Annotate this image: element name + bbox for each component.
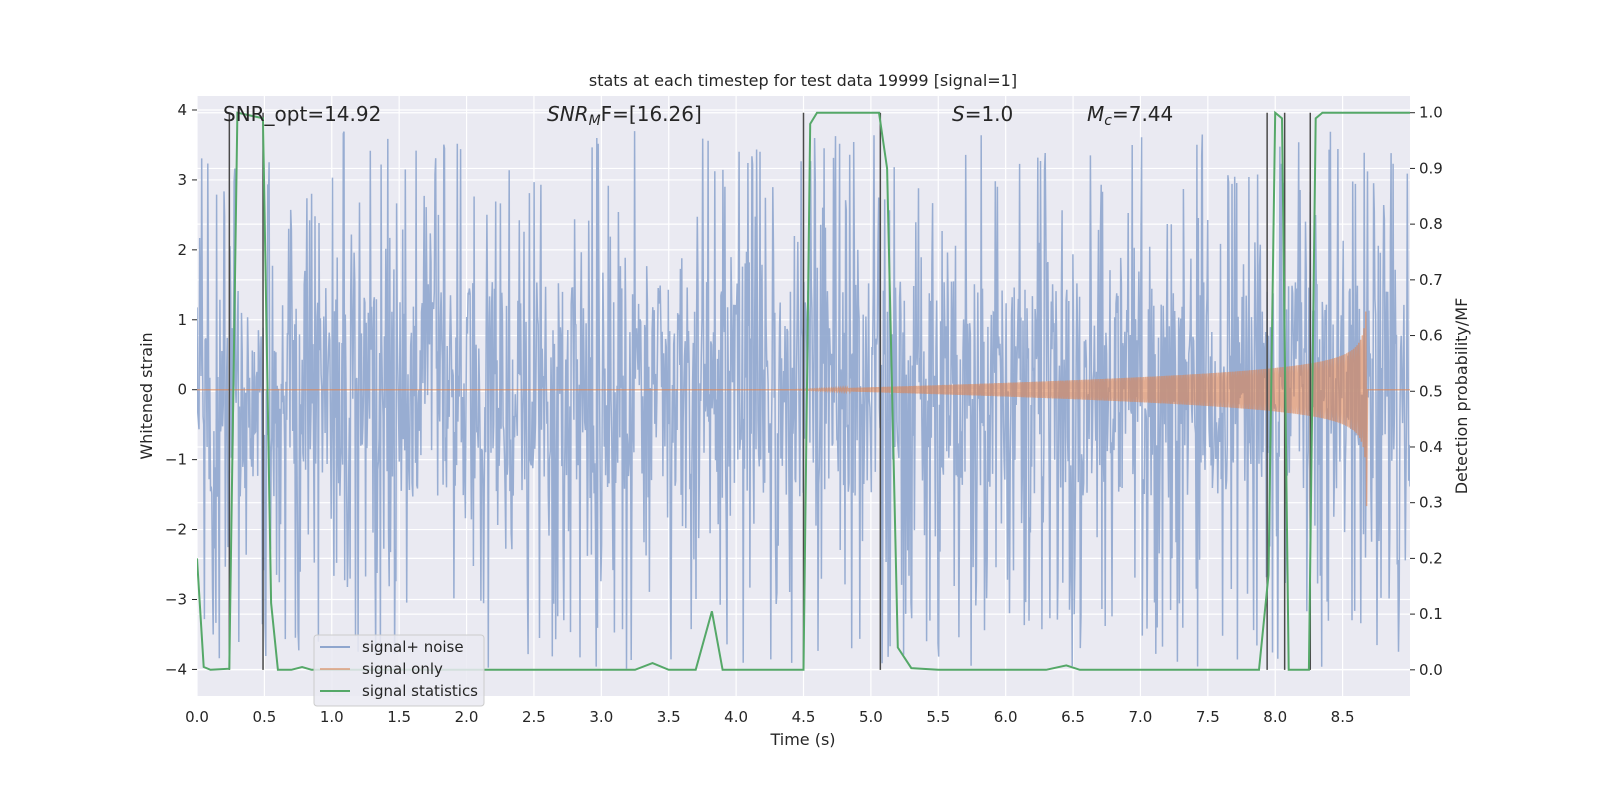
- x-axis-ticks: 0.0 0.5 1.0 1.5 2.0 2.5 3.0 3.5 4.0 4.5 5.0 5.5 6.0 6…: [185, 708, 1354, 726]
- legend-label-signal-noise: signal+ noise: [362, 638, 464, 656]
- y-tick-label-left: 2: [177, 241, 187, 259]
- right-axis-ticks: 1.0 0.9 0.8 0.7 0.6 0.5 0.4 0.3 0.2 0.1 0.0: [1410, 104, 1443, 679]
- y-tick-label-left: −4: [165, 660, 187, 678]
- annotation-s: S=1.0: [952, 102, 1013, 126]
- y-tick-label-left: −3: [165, 590, 187, 608]
- plot-area: [197, 110, 1410, 671]
- legend-label-signal-statistics: signal statistics: [362, 682, 478, 700]
- x-tick-label: 5.5: [926, 708, 950, 726]
- x-tick-label: 1.5: [387, 708, 411, 726]
- chart-title: stats at each timestep for test data 199…: [589, 71, 1017, 90]
- y-tick-label-left: 3: [177, 171, 187, 189]
- x-tick-label: 7.5: [1196, 708, 1220, 726]
- annotation-mc: Mc=7.44: [1087, 102, 1173, 129]
- annotation-s-var: S: [952, 102, 965, 126]
- y-tick-label-right: 0.2: [1419, 549, 1443, 567]
- y-tick-label-right: 0.1: [1419, 605, 1443, 623]
- series-signal-statistics: [197, 110, 1410, 671]
- left-axis-ticks: 4 3 2 1 0 −1 −2 −3 −4: [165, 101, 197, 678]
- annotation-snr-mf-base: SNR: [547, 102, 589, 126]
- legend-box: [313, 634, 485, 707]
- x-tick-label: 3.5: [657, 708, 681, 726]
- x-tick-label: 7.0: [1129, 708, 1153, 726]
- y-tick-label-right: 1.0: [1419, 104, 1443, 122]
- y-tick-label-right: 0.4: [1419, 438, 1443, 456]
- annotation-snr-mf: SNRMF=[16.26]: [547, 102, 702, 129]
- x-tick-label: 4.0: [724, 708, 748, 726]
- x-tick-label: 6.5: [1061, 708, 1085, 726]
- y-tick-label-right: 0.3: [1419, 494, 1443, 512]
- x-axis-label: Time (s): [769, 730, 835, 749]
- y-tick-label-right: 0.0: [1419, 661, 1443, 679]
- x-tick-label: 8.0: [1263, 708, 1287, 726]
- annotation-snr-mf-rest: F=[16.26]: [601, 102, 702, 126]
- annotation-mc-var: M: [1087, 102, 1104, 126]
- y-tick-label-right: 0.7: [1419, 271, 1443, 289]
- annotation-snr-mf-sub: M: [589, 113, 601, 129]
- x-tick-label: 2.5: [522, 708, 546, 726]
- legend: signal+ noise signal only signal statist…: [313, 634, 485, 707]
- right-axis-label: Detection probability/MF: [1452, 298, 1471, 495]
- left-axis-label: Whitened strain: [137, 332, 156, 459]
- y-tick-label-left: 0: [177, 381, 187, 399]
- x-tick-label: 0.0: [185, 708, 209, 726]
- y-tick-label-left: −2: [165, 521, 187, 539]
- y-tick-label-left: −1: [165, 451, 187, 469]
- annotation-snr-opt: SNR_opt=14.92: [223, 102, 381, 126]
- x-tick-label: 4.5: [792, 708, 816, 726]
- x-tick-label: 1.0: [320, 708, 344, 726]
- annotation-mc-sub: c: [1104, 113, 1112, 129]
- y-tick-label-right: 0.8: [1419, 215, 1443, 233]
- y-tick-label-left: 4: [177, 101, 187, 119]
- x-tick-label: 8.5: [1331, 708, 1355, 726]
- y-tick-label-right: 0.9: [1419, 159, 1443, 177]
- y-tick-label-right: 0.5: [1419, 382, 1443, 400]
- x-tick-label: 6.0: [994, 708, 1018, 726]
- x-tick-label: 5.0: [859, 708, 883, 726]
- x-tick-label: 2.0: [455, 708, 479, 726]
- annotation-s-rest: =1.0: [965, 102, 1014, 126]
- y-tick-label-left: 1: [177, 311, 187, 329]
- y-tick-label-right: 0.6: [1419, 327, 1443, 345]
- x-tick-label: 3.0: [589, 708, 613, 726]
- x-tick-label: 0.5: [252, 708, 276, 726]
- legend-label-signal-only: signal only: [362, 660, 443, 678]
- annotation-mc-rest: =7.44: [1112, 102, 1173, 126]
